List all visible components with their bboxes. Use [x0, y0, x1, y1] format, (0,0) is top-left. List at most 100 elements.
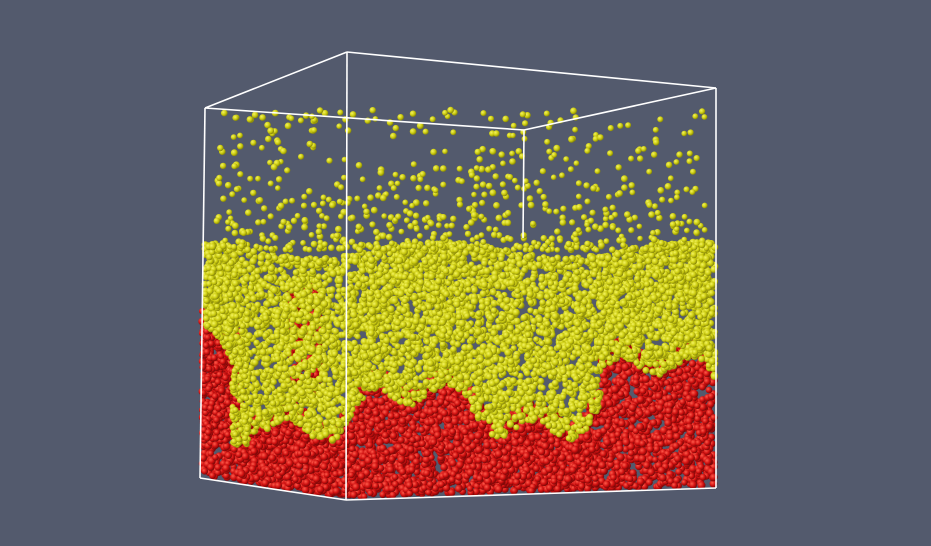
particle-heavy: [377, 397, 386, 406]
particle-heavy: [397, 426, 406, 435]
particle-heavy: [682, 373, 689, 381]
particle-heavy: [476, 475, 484, 482]
particle-heavy: [201, 467, 209, 475]
particle-heavy: [260, 452, 269, 461]
particle-heavy: [222, 442, 231, 451]
particle-heavy: [301, 457, 309, 465]
particle-heavy: [284, 473, 292, 481]
particle-heavy: [522, 452, 531, 460]
particle-heavy: [621, 462, 629, 470]
particle-heavy: [471, 421, 479, 429]
particle-heavy: [675, 468, 683, 476]
particle-heavy: [367, 420, 376, 428]
particle-heavy: [540, 478, 548, 487]
particle-heavy: [390, 432, 398, 440]
particle-heavy: [650, 419, 658, 427]
particle-heavy: [656, 404, 664, 412]
particle-heavy: [425, 399, 434, 408]
particle-heavy: [388, 455, 396, 463]
particle-heavy: [387, 412, 395, 420]
particle-heavy: [601, 377, 609, 385]
particle-heavy: [410, 424, 417, 431]
particle-heavy: [657, 440, 665, 448]
particle-heavy: [695, 439, 702, 447]
particle-heavy: [616, 403, 623, 411]
particle-heavy: [467, 485, 474, 492]
particle-heavy: [672, 376, 680, 384]
particle-heavy: [426, 481, 434, 488]
particle-heavy: [678, 426, 686, 433]
particle-heavy: [511, 487, 518, 495]
particle-heavy: [454, 399, 462, 407]
particle-heavy: [638, 454, 647, 463]
particle-heavy: [517, 458, 524, 466]
particle-heavy: [639, 440, 646, 447]
particle-heavy: [450, 470, 457, 478]
particle-heavy: [448, 489, 456, 497]
particle-heavy: [695, 468, 703, 475]
particle-heavy: [454, 434, 461, 442]
particle-heavy: [665, 384, 674, 393]
particle-heavy: [241, 452, 250, 461]
particle-heavy: [451, 408, 460, 416]
particle-heavy: [257, 470, 265, 478]
particle-heavy: [391, 473, 399, 481]
particle-heavy: [425, 489, 432, 496]
particle-heavy: [352, 483, 361, 491]
particle-heavy: [687, 454, 695, 462]
particle-heavy: [419, 440, 426, 447]
particle-heavy: [423, 449, 431, 457]
particle-heavy: [699, 403, 707, 411]
particle-heavy: [675, 384, 682, 391]
particle-heavy: [483, 448, 491, 457]
particle-heavy: [697, 410, 705, 418]
particle-heavy: [614, 431, 621, 438]
particle-heavy: [209, 472, 216, 479]
bounding-box-back: [204, 51, 717, 109]
particle-heavy: [331, 460, 340, 469]
particle-heavy: [207, 463, 215, 471]
particle-heavy: [359, 424, 367, 431]
particle-heavy: [610, 474, 617, 481]
particle-heavy: [705, 423, 714, 431]
particle-heavy: [636, 477, 645, 486]
particle-heavy: [438, 481, 445, 488]
particle-heavy: [512, 478, 521, 486]
particle-heavy: [605, 399, 614, 408]
particle-heavy: [626, 475, 634, 483]
particle-heavy: [616, 453, 625, 462]
particle-heavy: [502, 454, 511, 463]
particle-heavy: [591, 460, 599, 468]
particle-heavy: [577, 473, 585, 480]
particle-heavy: [617, 390, 625, 398]
particle-heavy: [678, 409, 685, 416]
particle-heavy: [468, 413, 476, 421]
particle-heavy: [592, 475, 599, 482]
particle-heavy: [639, 447, 647, 456]
particle-heavy: [372, 482, 380, 490]
particle-heavy: [249, 465, 256, 473]
particle-heavy: [525, 425, 533, 432]
particle-heavy: [224, 451, 232, 459]
particle-heavy: [699, 383, 706, 391]
particle-heavy: [401, 410, 408, 418]
particle-heavy: [550, 477, 558, 485]
particle-heavy: [428, 418, 436, 426]
particle-heavy: [378, 455, 387, 464]
particle-heavy: [386, 465, 395, 474]
particle-heavy: [688, 377, 696, 385]
particle-heavy: [703, 377, 711, 386]
particle-heavy: [235, 451, 243, 458]
particle-heavy: [653, 445, 661, 453]
particle-heavy: [534, 433, 542, 441]
particle-heavy: [340, 476, 349, 484]
particle-heavy: [448, 476, 456, 484]
particle-heavy: [312, 459, 320, 467]
particle-heavy: [212, 454, 219, 461]
particle-heavy: [603, 423, 611, 431]
particle-heavy: [637, 410, 644, 418]
particle-heavy: [665, 407, 673, 415]
particle-heavy: [274, 481, 282, 490]
